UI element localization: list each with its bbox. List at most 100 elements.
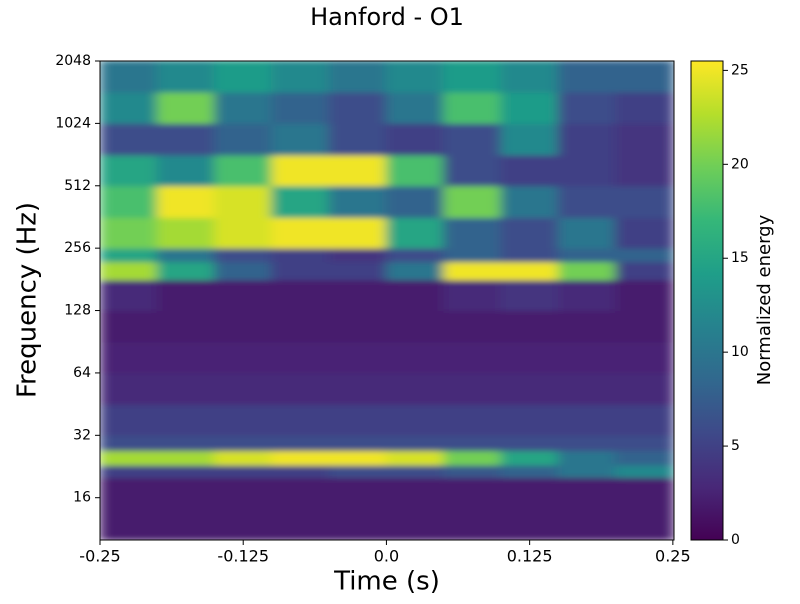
heatmap-cell [385,91,445,124]
heatmap-cell [271,310,330,343]
heatmap-cell [100,185,158,218]
heatmap-cell [328,216,387,249]
heatmap-cell [615,434,674,452]
heatmap-cell [100,61,158,93]
heatmap-cell [385,372,445,406]
heatmap-cell [156,434,216,452]
heatmap-cell [328,122,387,156]
heatmap-cell [100,341,158,374]
heatmap-cell [385,247,445,263]
heatmap-cell [443,154,502,187]
y-tick-label: 16 [73,490,91,506]
heatmap-cell [443,185,502,218]
y-tick-label: 2048 [55,53,91,69]
colorbar-tick-label: 10 [731,344,749,360]
heatmap-cell [100,450,158,466]
heatmap-cell [156,261,216,281]
heatmap-cell [443,310,502,343]
heatmap-cell [500,404,559,436]
heatmap-cell [443,450,502,466]
heatmap-cell [100,261,158,281]
y-tick-label: 64 [73,365,91,381]
heatmap-cell [214,464,273,479]
heatmap-cell [328,279,387,312]
heatmap-cell [328,61,387,93]
colorbar [690,60,724,541]
heatmap-cell [500,434,559,452]
heatmap-cell [557,372,617,406]
heatmap-cell [328,185,387,218]
heatmap-cell [385,404,445,436]
heatmap-cell [156,341,216,374]
heatmap-cell [328,341,387,374]
heatmap-cell [615,372,674,406]
heatmap-cell [443,434,502,452]
heatmap-cell [443,91,502,124]
heatmap-cell [156,464,216,479]
heatmap-cell [500,497,559,540]
heatmap-cell [271,477,330,499]
heatmap-cell [156,404,216,436]
heatmap-cell [615,61,674,93]
heatmap-cell [557,477,617,499]
heatmap-cell [214,450,273,466]
heatmap-cell [443,216,502,249]
heatmap-cell [615,122,674,156]
heatmap-cell [156,279,216,312]
heatmap-cell [443,464,502,479]
heatmap-cell [443,372,502,406]
heatmap-cell [214,91,273,124]
heatmap-cell [500,122,559,156]
plot-frame [99,60,675,541]
heatmap-cell [271,497,330,540]
heatmap-cell [500,450,559,466]
heatmap-cell [443,404,502,436]
heatmap-cell [214,434,273,452]
heatmap-cell [615,497,674,540]
heatmap-cell [557,464,617,479]
heatmap-cell [615,261,674,281]
heatmap-cell [271,122,330,156]
heatmap-cell [615,247,674,263]
heatmap-cell [271,154,330,187]
heatmap-cell [214,497,273,540]
colorbar-tick-label: 0 [731,532,740,548]
x-tick-label: -0.25 [79,547,120,566]
y-tick-label: 128 [64,303,91,319]
heatmap-cell [156,216,216,249]
heatmap-cell [443,497,502,540]
heatmap-cell [271,61,330,93]
x-tick-label: 0.25 [655,547,691,566]
y-tick-label: 1024 [55,115,91,131]
heatmap-cell [328,310,387,343]
heatmap-cell [328,372,387,406]
heatmap-cell [214,122,273,156]
heatmap-cell [557,450,617,466]
heatmap-cell [500,341,559,374]
heatmap-cell [214,247,273,263]
colorbar-tick-label: 15 [731,250,749,266]
chart-title: Hanford - O1 [310,3,464,31]
colorbar-tick-label: 20 [731,156,749,172]
heatmap-cell [271,247,330,263]
heatmap-cell [385,310,445,343]
heatmap-cell [214,341,273,374]
heatmap-cell [500,61,559,93]
heatmap-cell [214,404,273,436]
heatmap-cell [557,261,617,281]
heatmap-cell [271,372,330,406]
heatmap-cell [100,279,158,312]
heatmap-cell [100,434,158,452]
heatmap-cell [443,122,502,156]
heatmap-cell [443,477,502,499]
heatmap-cell [328,91,387,124]
heatmap-cell [385,279,445,312]
heatmap-cell [500,216,559,249]
heatmap-cell [156,185,216,218]
heatmap-cell [385,61,445,93]
heatmap-cell [615,310,674,343]
heatmap-cell [615,404,674,436]
heatmap-cell [385,154,445,187]
colorbar-label: Normalized energy [754,214,775,385]
heatmap-cell [557,341,617,374]
